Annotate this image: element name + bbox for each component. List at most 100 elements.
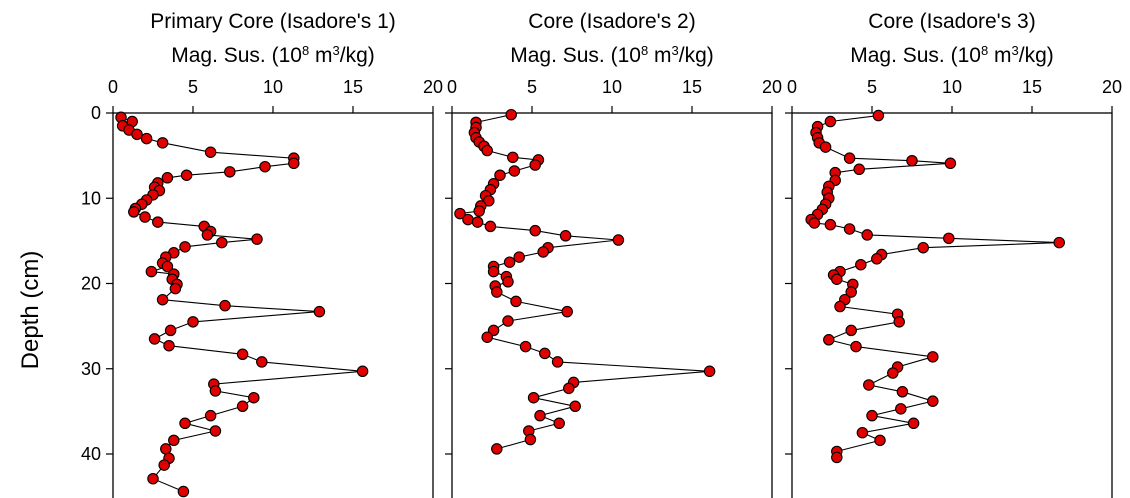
data-point	[896, 386, 909, 398]
data-point	[513, 251, 525, 263]
data-point	[216, 236, 228, 249]
data-point	[508, 165, 521, 177]
data-point	[895, 403, 907, 415]
data-point	[855, 258, 867, 271]
data-point	[510, 295, 522, 308]
data-point	[161, 260, 174, 273]
data-point	[128, 206, 140, 218]
x-tick-label: 5	[188, 77, 198, 97]
data-point	[831, 451, 843, 464]
panel-1: Primary Core (Isadore's 1) Mag. Sus. (108…	[81, 10, 443, 498]
data-point	[534, 409, 546, 422]
data-point	[502, 315, 514, 327]
data-point	[139, 211, 151, 223]
y-tick-label: 30	[81, 359, 101, 379]
data-point	[179, 417, 191, 430]
data-point	[843, 152, 856, 164]
data-point	[236, 348, 249, 361]
data-point	[251, 233, 263, 245]
data-point	[927, 395, 939, 407]
data-point	[164, 324, 177, 337]
data-point	[454, 207, 466, 220]
data-point	[861, 229, 873, 241]
data-point	[1053, 236, 1065, 249]
x-tick-label: 5	[527, 77, 537, 97]
y-tick-label: 10	[81, 188, 101, 208]
data-point	[209, 385, 222, 397]
data-point	[529, 159, 541, 171]
x-tick-label: 10	[602, 77, 622, 97]
data-point	[152, 216, 164, 228]
data-point	[236, 400, 249, 413]
data-point	[505, 108, 517, 121]
data-point	[917, 241, 929, 254]
data-point	[845, 324, 857, 337]
panel-title: Core (Isadore's 2)	[528, 10, 695, 33]
data-point	[248, 391, 260, 404]
data-point	[703, 365, 716, 378]
data-point	[927, 351, 939, 363]
data-point	[179, 241, 191, 253]
x-tick-label: 20	[1102, 77, 1122, 97]
x-tick-label: 0	[787, 77, 797, 97]
x-tick-label: 5	[867, 77, 877, 97]
panel-title: Primary Core (Isadore's 1)	[150, 10, 396, 33]
x-tick-label: 10	[942, 77, 962, 97]
data-point	[161, 172, 174, 184]
data-point	[563, 382, 575, 395]
x-tick-label: 15	[1022, 77, 1042, 97]
data-point	[527, 391, 540, 404]
data-point	[180, 169, 193, 181]
panel-title: Core (Isadore's 3)	[868, 10, 1035, 33]
data-point	[524, 433, 537, 446]
data-point	[519, 340, 532, 353]
data-point	[823, 334, 835, 346]
data-point	[561, 305, 573, 318]
data-point	[201, 229, 214, 241]
data-point	[872, 109, 885, 122]
data-point	[481, 144, 493, 157]
data-point	[156, 293, 169, 306]
data-point	[887, 367, 899, 379]
data-point	[491, 443, 503, 455]
data-point	[539, 347, 551, 360]
y-tick-label: 0	[91, 103, 101, 123]
data-point	[874, 434, 886, 447]
data-point	[494, 169, 506, 181]
y-tick-label: 40	[81, 444, 101, 464]
plot-frame	[112, 112, 434, 498]
panel-2: Core (Isadore's 2) Mag. Sus. (108 m3/kg) 0…	[445, 10, 782, 498]
x-tick-label: 15	[682, 77, 702, 97]
data-point	[906, 154, 918, 167]
data-point	[163, 339, 175, 352]
data-point	[866, 409, 878, 422]
data-point	[177, 485, 190, 498]
x-tick-label: 0	[447, 77, 457, 97]
data-point	[187, 316, 199, 328]
panel-subtitle: Mag. Sus. (108 m3/kg)	[850, 43, 1054, 68]
x-tick-label: 10	[263, 77, 283, 97]
y-axis-label: Depth (cm)	[17, 251, 44, 370]
data-point	[487, 265, 500, 278]
panel-subtitle: Mag. Sus. (108 m3/kg)	[171, 43, 375, 68]
data-point	[503, 256, 516, 268]
data-point	[131, 128, 143, 141]
data-point	[483, 195, 495, 207]
data-point	[288, 157, 300, 170]
data-point	[204, 409, 217, 422]
data-point	[856, 426, 869, 439]
data-point	[850, 340, 862, 353]
data-point	[471, 216, 484, 228]
data-point	[808, 217, 821, 229]
data-point	[845, 286, 857, 298]
data-point	[169, 282, 182, 295]
data-point	[944, 157, 957, 170]
data-point	[824, 218, 837, 231]
data-point	[843, 223, 856, 235]
data-point	[551, 356, 564, 368]
data-point	[484, 220, 497, 233]
data-point	[160, 443, 172, 455]
data-point	[140, 132, 153, 145]
data-point	[156, 137, 169, 149]
data-point	[943, 232, 955, 245]
